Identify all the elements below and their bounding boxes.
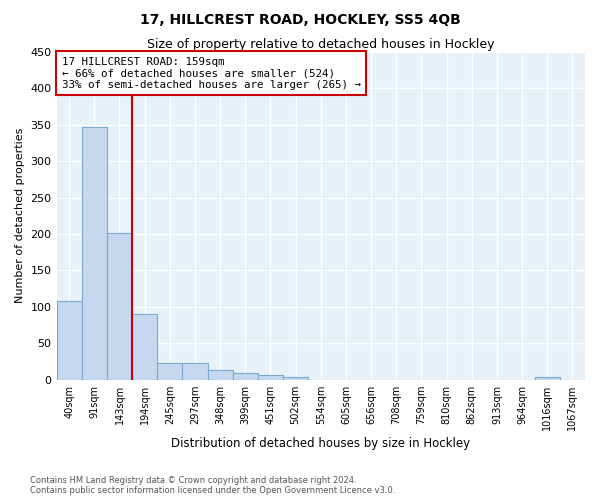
Bar — [258, 376, 283, 380]
Bar — [535, 377, 560, 380]
X-axis label: Distribution of detached houses by size in Hockley: Distribution of detached houses by size … — [171, 437, 470, 450]
Text: Contains HM Land Registry data © Crown copyright and database right 2024.
Contai: Contains HM Land Registry data © Crown c… — [30, 476, 395, 495]
Bar — [82, 127, 107, 380]
Bar — [132, 314, 157, 380]
Text: 17 HILLCREST ROAD: 159sqm
← 66% of detached houses are smaller (524)
33% of semi: 17 HILLCREST ROAD: 159sqm ← 66% of detac… — [62, 56, 361, 90]
Title: Size of property relative to detached houses in Hockley: Size of property relative to detached ho… — [147, 38, 494, 51]
Bar — [107, 232, 132, 380]
Bar — [208, 370, 233, 380]
Text: 17, HILLCREST ROAD, HOCKLEY, SS5 4QB: 17, HILLCREST ROAD, HOCKLEY, SS5 4QB — [140, 12, 460, 26]
Y-axis label: Number of detached properties: Number of detached properties — [15, 128, 25, 304]
Bar — [182, 363, 208, 380]
Bar — [233, 374, 258, 380]
Bar — [56, 301, 82, 380]
Bar — [283, 377, 308, 380]
Bar — [157, 363, 182, 380]
